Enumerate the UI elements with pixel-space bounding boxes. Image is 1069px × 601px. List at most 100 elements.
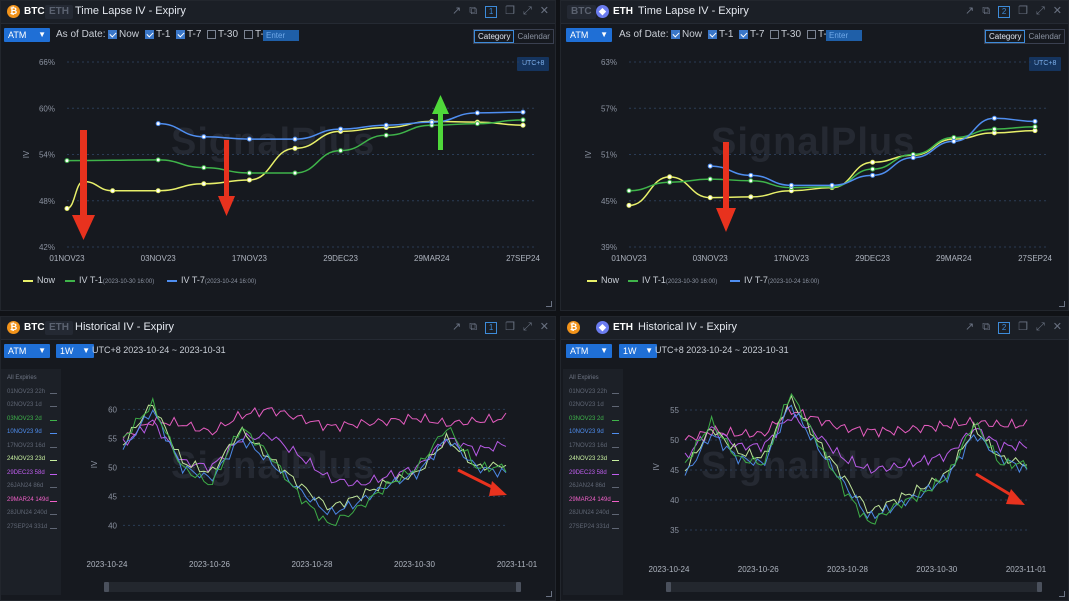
external-link-icon[interactable]: ↗ — [452, 5, 462, 17]
expiry-item[interactable]: 03NOV23 2d — [569, 415, 604, 422]
tab-eth[interactable]: ETH — [45, 5, 73, 19]
legend-t1[interactable]: IV T-1(2023-10-30 16:00) — [628, 275, 717, 285]
checkbox-custom[interactable] — [244, 30, 253, 39]
expiry-item[interactable]: All Expiries — [569, 375, 599, 381]
category-toggle[interactable]: Category — [985, 30, 1026, 43]
time-range-slider[interactable] — [104, 582, 521, 592]
expiry-item[interactable]: 29MAR24 149d — [7, 496, 49, 503]
window-number-badge[interactable]: 1 — [485, 5, 498, 18]
expiry-item[interactable]: 02NOV23 1d — [569, 402, 604, 408]
copy-icon[interactable]: ⧉ — [469, 321, 478, 333]
legend-t7[interactable]: IV T-7(2023-10-24 16:00) — [730, 275, 819, 285]
tab-btc[interactable]: BTC — [24, 322, 45, 333]
external-link-icon[interactable]: ↗ — [965, 321, 975, 333]
y-tick-label: 51% — [601, 151, 617, 160]
tab-eth[interactable]: ETH — [613, 6, 633, 17]
close-icon[interactable]: ✕ — [1052, 5, 1062, 17]
expiry-item[interactable]: 26JAN24 86d — [569, 483, 606, 489]
expiry-item[interactable]: 29DEC23 58d — [7, 469, 45, 476]
window-number-badge[interactable]: 2 — [998, 321, 1011, 334]
expand-icon[interactable]: ⤢ — [1035, 5, 1045, 17]
x-tick-label: 29DEC23 — [855, 254, 890, 263]
x-tick-label: 2023-10-28 — [827, 565, 868, 574]
checkbox-t30[interactable] — [207, 30, 216, 39]
expiry-item[interactable]: 24NOV23 23d — [7, 456, 46, 462]
expiry-item[interactable]: 28JUN24 240d — [7, 510, 48, 516]
external-link-icon[interactable]: ↗ — [965, 5, 975, 17]
expiry-item[interactable]: 17NOV23 16d — [569, 442, 608, 449]
duplicate-icon[interactable]: ❐ — [505, 5, 515, 17]
category-toggle[interactable]: Category — [474, 30, 515, 43]
copy-icon[interactable]: ⧉ — [982, 5, 991, 17]
expiry-item[interactable]: 01NOV23 22h — [7, 388, 46, 395]
slider-right-handle[interactable] — [1037, 582, 1042, 592]
expiry-item[interactable]: 17NOV23 16d — [7, 442, 46, 449]
time-range-slider[interactable] — [666, 582, 1042, 592]
window-number-badge[interactable]: 1 — [485, 321, 498, 334]
legend-now[interactable]: Now — [587, 275, 619, 285]
slider-left-handle[interactable] — [104, 582, 109, 592]
tab-eth[interactable]: ETH — [613, 322, 633, 333]
expiry-item[interactable]: 27SEP24 331d — [7, 523, 48, 530]
expand-icon[interactable]: ⤢ — [1035, 321, 1045, 333]
expiry-item[interactable]: 01NOV23 22h — [569, 388, 608, 395]
y-axis-label: IV — [584, 150, 593, 158]
custom-date-input[interactable]: Enter — [263, 30, 299, 41]
calendar-toggle[interactable]: Calendar — [517, 32, 550, 41]
resize-handle[interactable] — [546, 301, 552, 307]
checkbox-now[interactable] — [671, 30, 680, 39]
slider-right-handle[interactable] — [516, 582, 521, 592]
expiry-item[interactable]: 26JAN24 86d — [7, 483, 44, 489]
duplicate-icon[interactable]: ❐ — [505, 321, 515, 333]
close-icon[interactable]: ✕ — [539, 321, 549, 333]
expiry-item[interactable]: 29DEC23 58d — [569, 469, 607, 476]
y-tick-label: 40 — [108, 521, 117, 530]
expiry-item[interactable]: 29MAR24 149d — [569, 496, 611, 503]
expiry-item[interactable]: 03NOV23 2d — [7, 415, 42, 422]
caret-down-icon: ▼ — [38, 346, 46, 355]
resize-handle[interactable] — [1059, 301, 1065, 307]
period-select[interactable]: 1W ▼ — [619, 344, 657, 358]
atm-select[interactable]: ATM ▼ — [566, 28, 612, 42]
expiry-item[interactable]: 28JUN24 240d — [569, 510, 610, 516]
expand-icon[interactable]: ⤢ — [522, 5, 532, 17]
duplicate-icon[interactable]: ❐ — [1018, 321, 1028, 333]
expiry-item[interactable]: 24NOV23 23d — [569, 456, 608, 462]
checkbox-t30[interactable] — [770, 30, 779, 39]
expiry-item[interactable]: 10NOV23 9d — [7, 429, 42, 435]
checkbox-t7[interactable] — [176, 30, 185, 39]
period-select[interactable]: 1W ▼ — [56, 344, 94, 358]
resize-handle[interactable] — [1059, 591, 1065, 597]
expiry-item[interactable]: 10NOV23 9d — [569, 429, 604, 435]
slider-left-handle[interactable] — [666, 582, 671, 592]
copy-icon[interactable]: ⧉ — [469, 5, 478, 17]
custom-date-input[interactable]: Enter — [826, 30, 862, 41]
tab-eth[interactable]: ETH — [45, 321, 73, 335]
expiry-item[interactable]: All Expiries — [7, 375, 37, 381]
atm-select[interactable]: ATM ▼ — [566, 344, 612, 358]
expiry-item[interactable]: 02NOV23 1d — [7, 402, 42, 408]
legend-t1[interactable]: IV T-1(2023-10-30 16:00) — [65, 275, 154, 285]
close-icon[interactable]: ✕ — [1052, 321, 1062, 333]
checkbox-custom[interactable] — [807, 30, 816, 39]
checkbox-t1[interactable] — [708, 30, 717, 39]
atm-select[interactable]: ATM ▼ — [4, 344, 50, 358]
copy-icon[interactable]: ⧉ — [982, 321, 991, 333]
tab-btc[interactable]: BTC — [24, 6, 45, 17]
expand-icon[interactable]: ⤢ — [522, 321, 532, 333]
window-number-badge[interactable]: 2 — [998, 5, 1011, 18]
close-icon[interactable]: ✕ — [539, 5, 549, 17]
legend-t1-date: (2023-10-30 16:00) — [102, 279, 155, 285]
checkbox-now[interactable] — [108, 30, 117, 39]
duplicate-icon[interactable]: ❐ — [1018, 5, 1028, 17]
resize-handle[interactable] — [546, 591, 552, 597]
checkbox-t1[interactable] — [145, 30, 154, 39]
calendar-toggle[interactable]: Calendar — [1028, 32, 1061, 41]
checkbox-t7[interactable] — [739, 30, 748, 39]
tab-btc[interactable]: BTC — [567, 5, 596, 19]
legend-now[interactable]: Now — [23, 275, 55, 285]
legend-t7[interactable]: IV T-7(2023-10-24 16:00) — [167, 275, 256, 285]
atm-select[interactable]: ATM ▼ — [4, 28, 50, 42]
expiry-item[interactable]: 27SEP24 331d — [569, 523, 610, 530]
external-link-icon[interactable]: ↗ — [452, 321, 462, 333]
